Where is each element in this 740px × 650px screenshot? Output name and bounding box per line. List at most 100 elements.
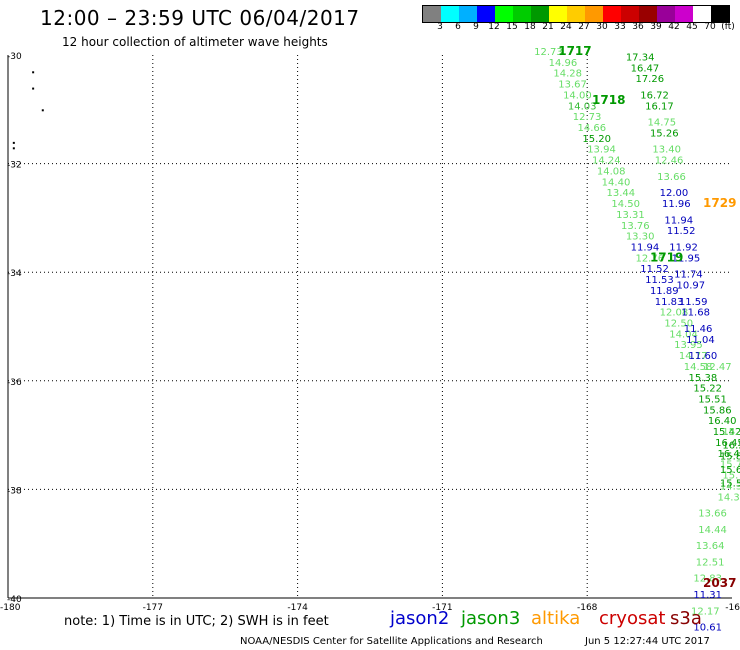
scale-swatch <box>657 6 675 22</box>
track-time-label: 1717 <box>558 44 591 58</box>
lat-tick-label: -32 <box>7 161 22 171</box>
wave-height-value: 11.46 <box>684 324 713 335</box>
wave-height-value: 14.04 <box>669 329 698 340</box>
scale-swatch <box>513 6 531 22</box>
scale-label: 39 <box>650 22 662 32</box>
scale-swatch <box>639 6 657 22</box>
wave-height-value: 14.24 <box>592 156 621 167</box>
wave-height-value: 13.64 <box>696 541 725 552</box>
wave-height-value: 15.26 <box>650 128 679 139</box>
lat-tick-label: -38 <box>7 486 22 496</box>
wave-height-value: 11.60 <box>689 351 718 362</box>
scale-swatch <box>567 6 585 22</box>
scale-label: 3 <box>437 22 443 32</box>
wave-height-value: 11.94 <box>631 242 660 253</box>
scale-swatch <box>495 6 513 22</box>
scale-swatch <box>711 6 729 22</box>
wave-height-value: 13.95 <box>674 340 703 351</box>
scale-label: 42 <box>668 22 680 32</box>
wave-height-value: 16.55 <box>722 441 740 452</box>
wave-height-value: 14.08 <box>597 166 626 177</box>
wave-height-value: 14.33 <box>720 481 740 492</box>
wave-height-value: 11.96 <box>662 199 691 210</box>
wave-height-value: 15.22 <box>693 384 722 395</box>
scale-label: 33 <box>614 22 626 32</box>
wave-height-value: 11.95 <box>672 253 701 264</box>
wave-height-value: 10.97 <box>676 280 705 291</box>
lon-tick-label: -16 <box>725 603 740 613</box>
wave-height-value: 14.50 <box>611 199 640 210</box>
wave-height-value: 12.47 <box>703 362 732 373</box>
wave-height-value: 16.40 <box>708 416 737 427</box>
map-title: 12:00 – 23:59 UTC 06/04/2017 <box>40 6 360 30</box>
lat-tick-label: -30 <box>7 52 22 62</box>
track-time-label: 1729 <box>703 196 736 210</box>
wave-height-value: 13.44 <box>607 188 636 199</box>
wave-height-value: 11.52 <box>640 264 669 275</box>
scale-swatch <box>459 6 477 22</box>
wave-height-value: 11.31 <box>693 590 722 601</box>
wave-height-value: 13.67 <box>558 80 587 91</box>
scale-swatch <box>549 6 567 22</box>
track-time-label: 2037 <box>703 576 736 590</box>
wave-height-value: 13.76 <box>621 221 650 232</box>
wave-height-value: 13.30 <box>626 232 655 243</box>
scale-label: 24 <box>560 22 572 32</box>
scale-label: 15 <box>506 22 518 32</box>
wave-height-value: 15.76 <box>722 427 740 438</box>
scale-label: 36 <box>632 22 644 32</box>
wave-height-value: 14.00 <box>563 90 592 101</box>
wave-height-value: 11.92 <box>669 242 698 253</box>
scale-swatch <box>423 6 441 22</box>
scale-label: 21 <box>542 22 554 32</box>
scale-swatch <box>675 6 693 22</box>
lon-tick-label: -177 <box>143 603 163 613</box>
wave-height-value: 17.34 <box>626 52 655 63</box>
footer-note: note: 1) Time is in UTC; 2) SWH is in fe… <box>64 614 329 629</box>
wave-height-value: 15.86 <box>703 405 732 416</box>
wave-height-value: 13.31 <box>616 210 645 221</box>
wave-height-value: 11.68 <box>681 308 710 319</box>
wave-height-value: 14.31 <box>718 492 740 503</box>
track-time-label: 1718 <box>592 93 625 107</box>
wave-height-value: 15.42 <box>713 427 740 438</box>
wave-height-value: 12.73 <box>534 47 563 58</box>
wave-height-value: 11.74 <box>674 270 703 281</box>
scale-swatch <box>441 6 459 22</box>
wave-height-value: 11.89 <box>650 286 679 297</box>
scale-swatch <box>621 6 639 22</box>
satellite-legend-jason2: jason2 <box>390 608 450 629</box>
wave-height-value: 14.66 <box>578 123 607 134</box>
wave-height-value: 12.08 <box>660 308 689 319</box>
wave-height-value: 15.51 <box>698 395 727 406</box>
land-dot <box>12 147 15 150</box>
wave-height-value: 14.44 <box>698 525 727 536</box>
scale-swatch <box>531 6 549 22</box>
wave-height-value: 12.83 <box>693 574 722 585</box>
wave-height-value: 13.66 <box>698 509 727 520</box>
scale-label: 70 <box>704 22 716 32</box>
wave-height-value: 17.26 <box>635 74 664 85</box>
lon-tick-label: -168 <box>577 603 598 613</box>
wave-height-value: 13.40 <box>652 145 681 156</box>
wave-height-value: 15.73 <box>722 471 740 482</box>
wave-height-value: 15.38 <box>689 373 718 384</box>
wave-height-value: 12.00 <box>660 188 689 199</box>
wave-height-value: 11.83 <box>655 297 684 308</box>
lat-tick-label: -34 <box>7 269 22 279</box>
wave-height-value: 14.40 <box>602 177 631 188</box>
wave-height-value: 11.59 <box>679 297 708 308</box>
scale-label: 6 <box>455 22 461 32</box>
wave-height-value: 14.58 <box>684 362 713 373</box>
land-dot <box>41 109 44 112</box>
satellite-legend-cryosat: cryosat <box>599 608 666 629</box>
scale-label: 18 <box>524 22 536 32</box>
scale-swatch <box>603 6 621 22</box>
wave-height-value: 12.73 <box>573 112 602 123</box>
wave-height-value: 11.53 <box>645 275 674 286</box>
wave-height-value: 12.50 <box>664 319 693 330</box>
lat-tick-label: -36 <box>7 378 22 388</box>
wave-height-value: 11.94 <box>664 215 693 226</box>
lat-tick-label: -40 <box>7 595 22 605</box>
